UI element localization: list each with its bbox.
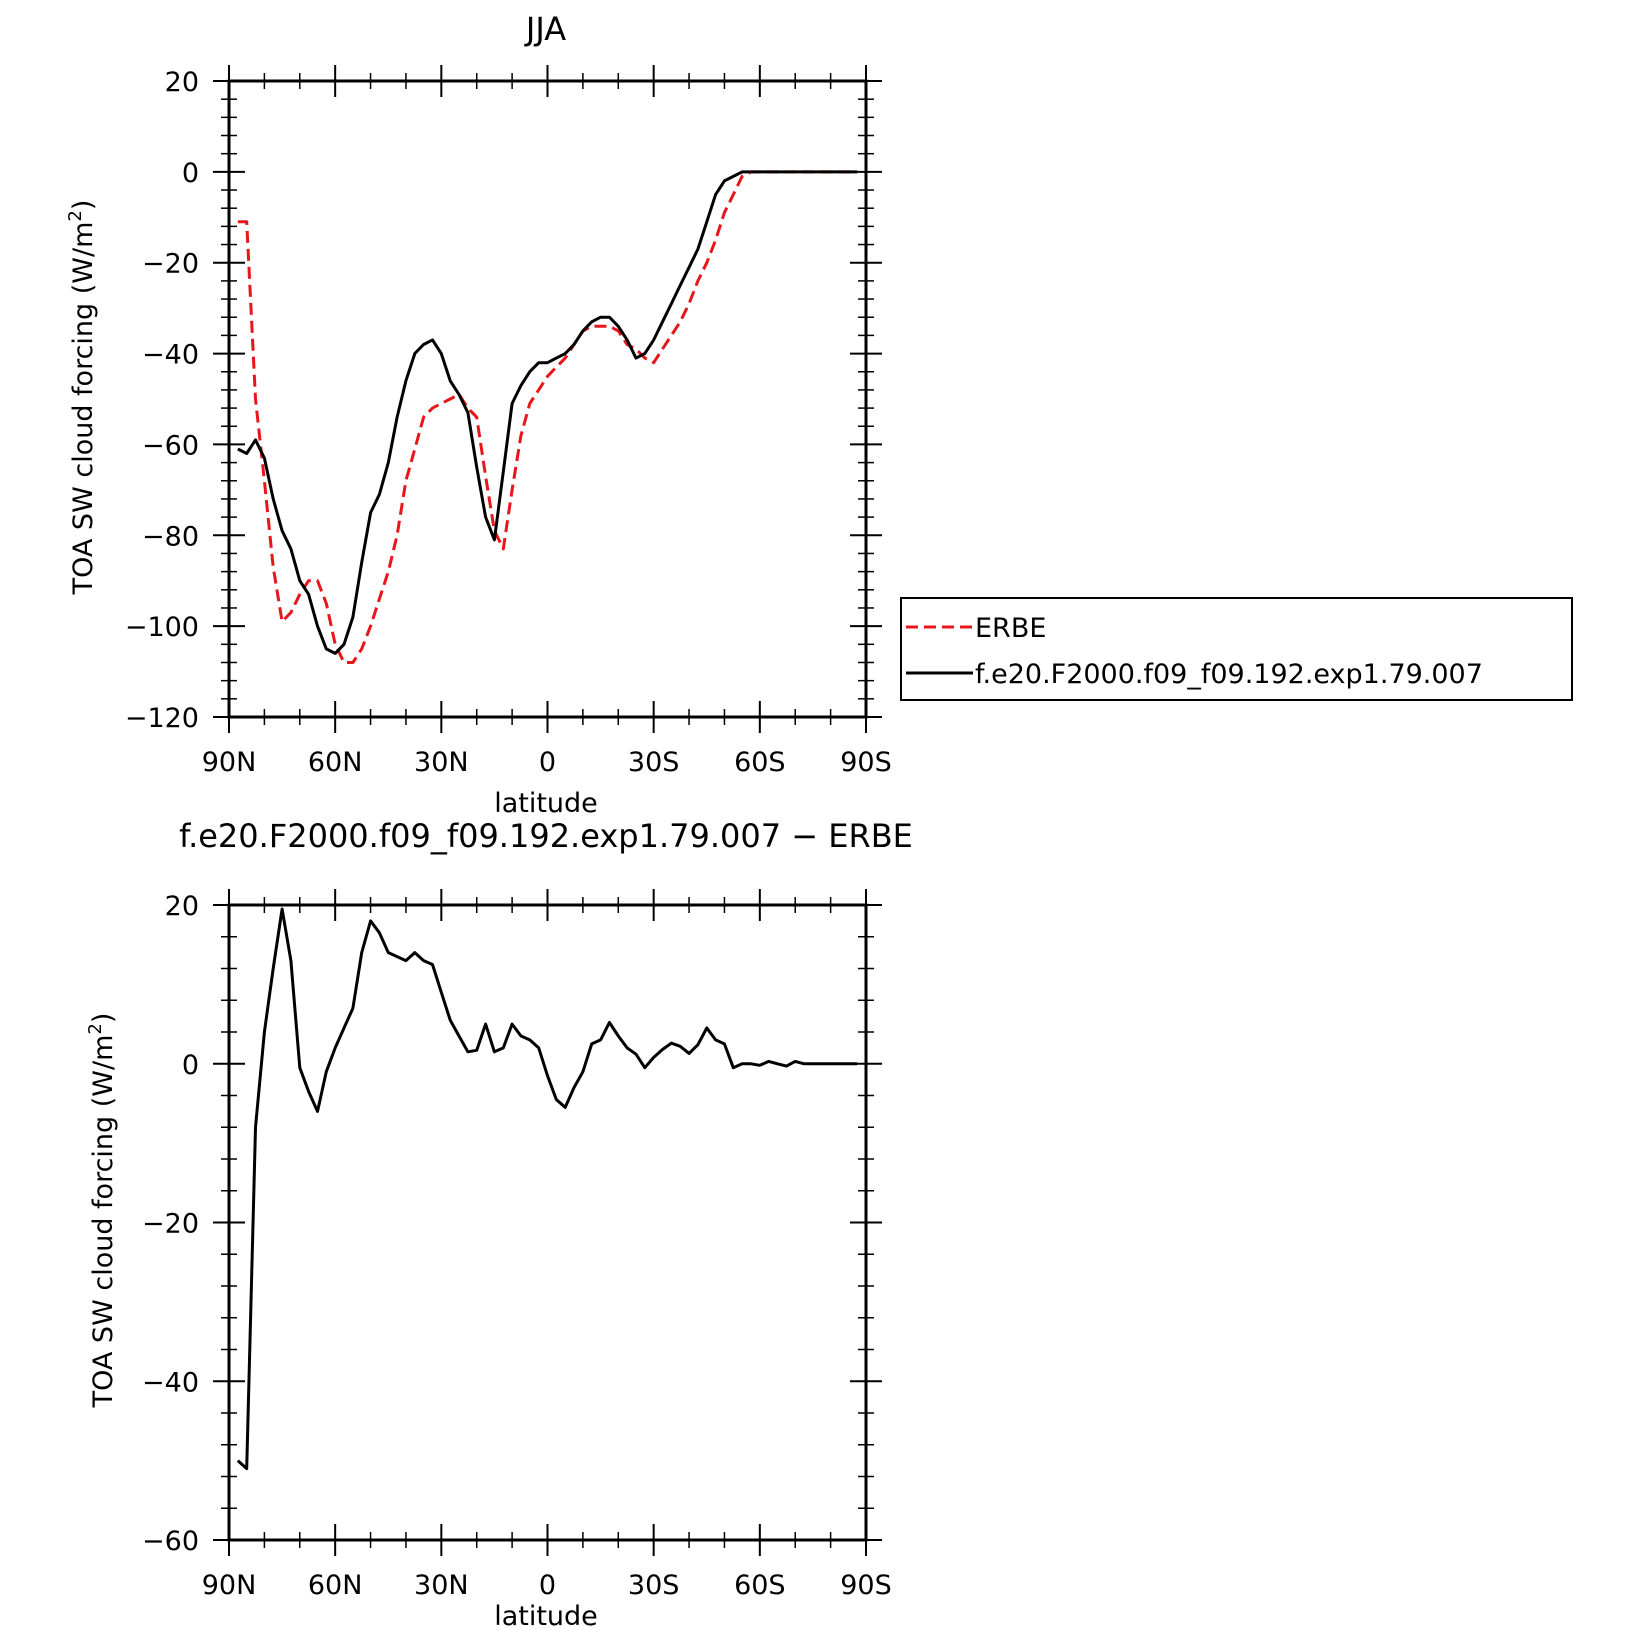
bottom-ytick-label: −20	[142, 1209, 199, 1240]
top-series-f-e20-f2000-f09-f09-192-exp1-79-007-line	[237, 170, 858, 655]
bottom-chart-title: f.e20.F2000.f09_f09.192.exp1.79.007 − ER…	[179, 817, 913, 855]
top-ytick-label: −20	[142, 249, 199, 280]
top-x-axis-label: latitude	[494, 788, 598, 819]
bottom-xtick-label: 30S	[628, 1570, 680, 1601]
legend-box	[900, 597, 1573, 701]
top-ytick-label: 0	[182, 158, 199, 189]
top-chart-title: JJA	[524, 10, 566, 48]
top-ytick-label: −120	[125, 703, 199, 734]
top-series-erbe-line	[237, 170, 858, 664]
bottom-ytick-label: 0	[182, 1050, 199, 1081]
top-plot-frame	[227, 79, 868, 719]
bottom-ytick-label: 20	[165, 891, 199, 922]
legend: ERBE f.e20.F2000.f09_f09.192.exp1.79.007	[900, 597, 1573, 701]
top-xtick-label: 60S	[734, 747, 786, 778]
bottom-xtick-label: 60N	[308, 1570, 363, 1601]
bottom-ytick-label: −40	[142, 1367, 199, 1398]
top-xtick-label: 90S	[840, 747, 892, 778]
bottom-plot-frame	[227, 903, 868, 1542]
bottom-xtick-label: 0	[539, 1570, 556, 1601]
legend-erbe-label: ERBE	[975, 613, 1046, 644]
top-xtick-label: 0	[539, 747, 556, 778]
top-ytick-label: 20	[165, 67, 199, 98]
top-y-axis-label: TOA SW cloud forcing (W/m2)	[65, 200, 99, 596]
bottom-xtick-label: 90N	[202, 1570, 257, 1601]
top-xtick-label: 30N	[414, 747, 469, 778]
bottom-series-difference-line	[236, 907, 858, 1471]
top-xtick-label: 60N	[308, 747, 363, 778]
top-ytick-label: −40	[142, 340, 199, 371]
top-xtick-label: 90N	[202, 747, 257, 778]
legend-model-label: f.e20.F2000.f09_f09.192.exp1.79.007	[975, 659, 1483, 690]
top-ytick-label: −80	[142, 521, 199, 552]
top-ytick-label: −100	[125, 612, 199, 643]
top-xtick-label: 30S	[628, 747, 680, 778]
bottom-xtick-label: 30N	[414, 1570, 469, 1601]
bottom-xtick-label: 90S	[840, 1570, 892, 1601]
bottom-y-axis-label: TOA SW cloud forcing (W/m2)	[85, 1013, 119, 1409]
bottom-xtick-label: 60S	[734, 1570, 786, 1601]
top-ytick-label: −60	[142, 430, 199, 461]
bottom-ytick-label: −60	[142, 1526, 199, 1557]
bottom-x-axis-label: latitude	[494, 1601, 598, 1630]
